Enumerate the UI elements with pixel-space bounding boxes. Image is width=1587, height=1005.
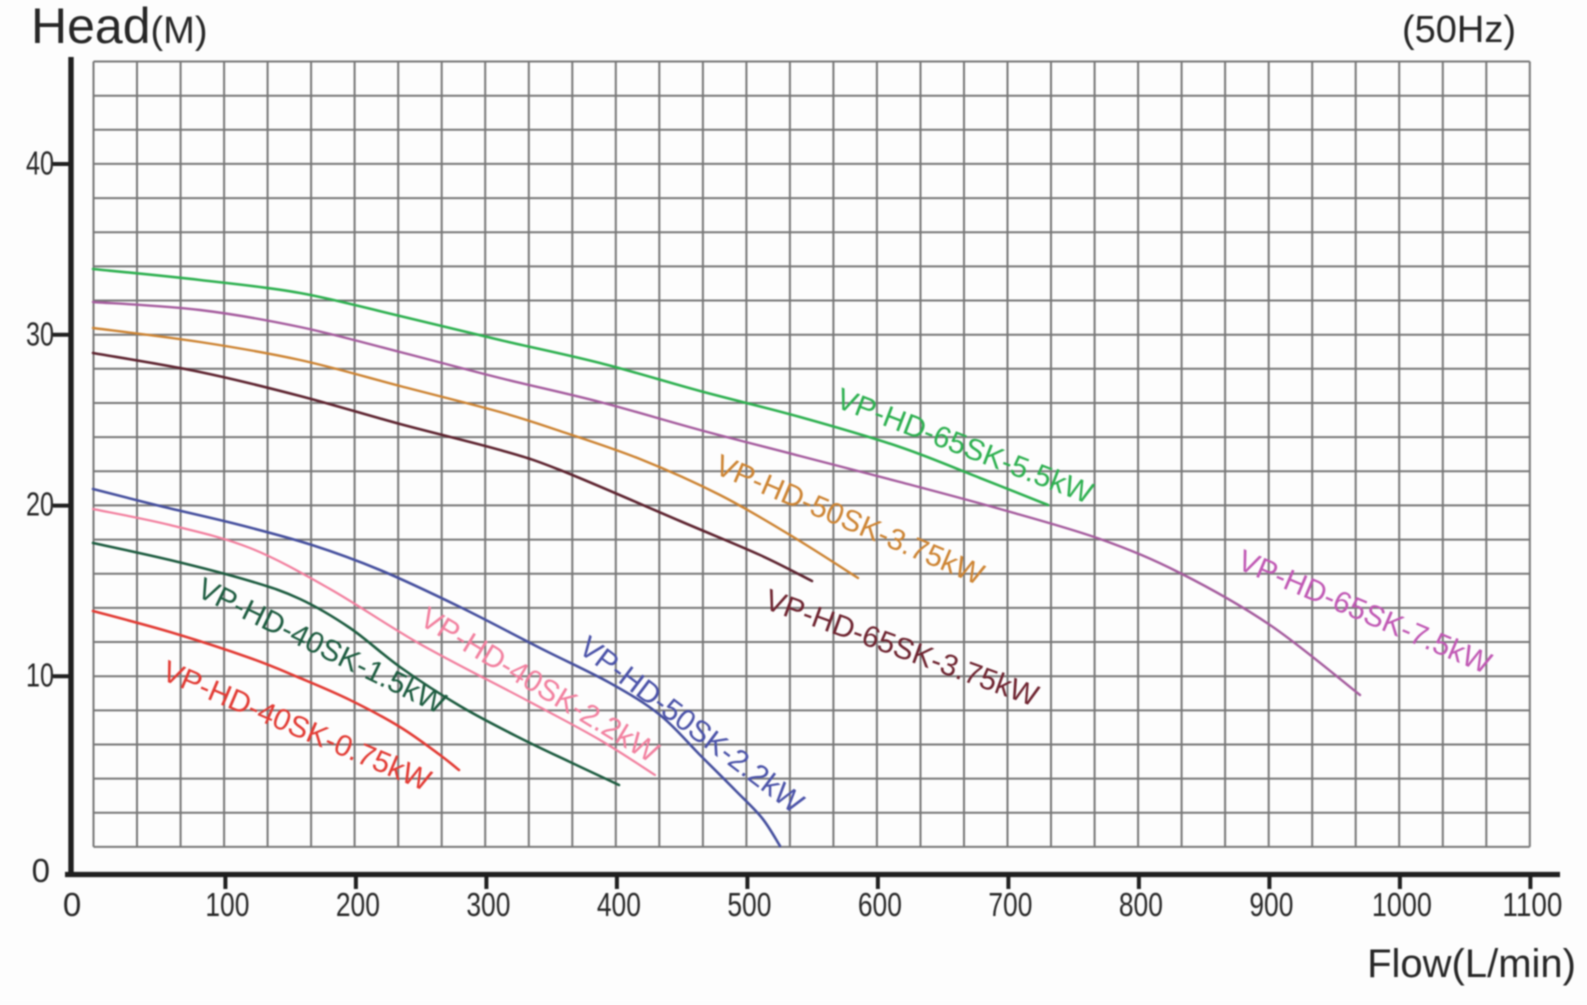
svg-text:20: 20 bbox=[26, 486, 54, 523]
svg-text:200: 200 bbox=[336, 886, 380, 923]
svg-text:1100: 1100 bbox=[1502, 886, 1562, 923]
svg-text:800: 800 bbox=[1119, 886, 1163, 923]
svg-text:10: 10 bbox=[26, 657, 54, 694]
svg-text:900: 900 bbox=[1249, 886, 1293, 923]
svg-text:100: 100 bbox=[205, 886, 249, 923]
svg-text:0: 0 bbox=[32, 852, 50, 889]
svg-text:600: 600 bbox=[858, 886, 902, 923]
svg-text:1000: 1000 bbox=[1372, 886, 1432, 923]
svg-text:Head(M): Head(M) bbox=[31, 0, 208, 54]
svg-text:500: 500 bbox=[727, 886, 771, 923]
svg-text:(50Hz): (50Hz) bbox=[1402, 9, 1516, 51]
svg-text:300: 300 bbox=[466, 886, 510, 923]
svg-text:700: 700 bbox=[988, 886, 1032, 923]
svg-text:30: 30 bbox=[26, 316, 54, 353]
svg-text:0: 0 bbox=[63, 886, 81, 923]
svg-text:40: 40 bbox=[26, 145, 54, 182]
svg-text:400: 400 bbox=[597, 886, 641, 923]
svg-text:Flow(L/min): Flow(L/min) bbox=[1367, 942, 1576, 986]
